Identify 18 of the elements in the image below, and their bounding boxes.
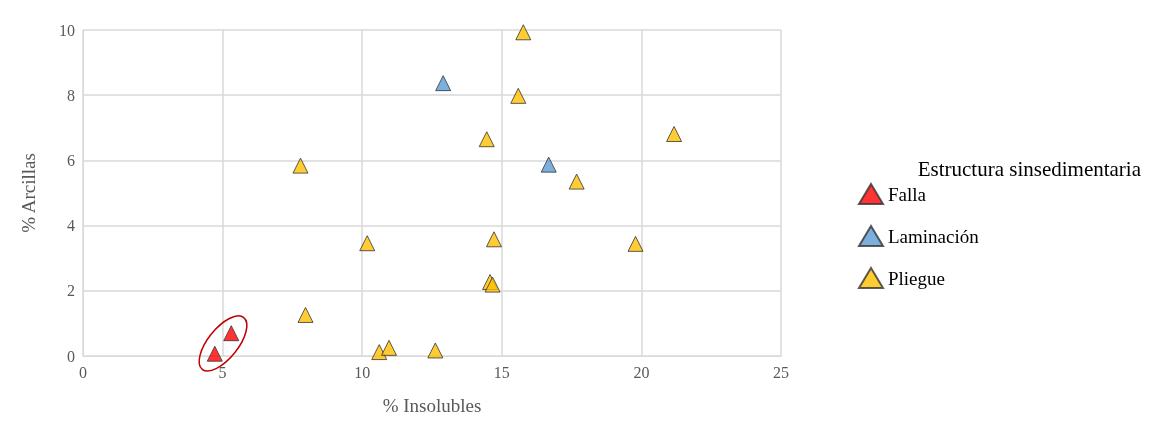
legend-label: Pliegue [888,267,945,289]
x-axis-title: % Insolubles [382,395,482,416]
y-tick-label: 6 [67,151,75,169]
x-tick-label: 25 [773,363,789,381]
legend-label: Laminación [888,225,980,247]
y-tick-label: 2 [67,282,75,300]
legend-title: Estructura sinsedimentaria [917,156,1142,181]
x-tick-label: 0 [79,363,87,381]
y-tick-label: 4 [67,217,75,235]
y-axis-title: % Arcillas [18,153,39,233]
x-tick-label: 5 [218,363,227,381]
legend-label: Falla [888,183,927,205]
y-tick-label: 10 [59,21,75,39]
x-tick-label: 10 [354,363,371,381]
y-tick-label: 8 [67,86,75,104]
x-tick-label: 15 [493,363,510,381]
x-tick-label: 20 [633,363,650,381]
y-tick-label: 0 [67,347,75,365]
